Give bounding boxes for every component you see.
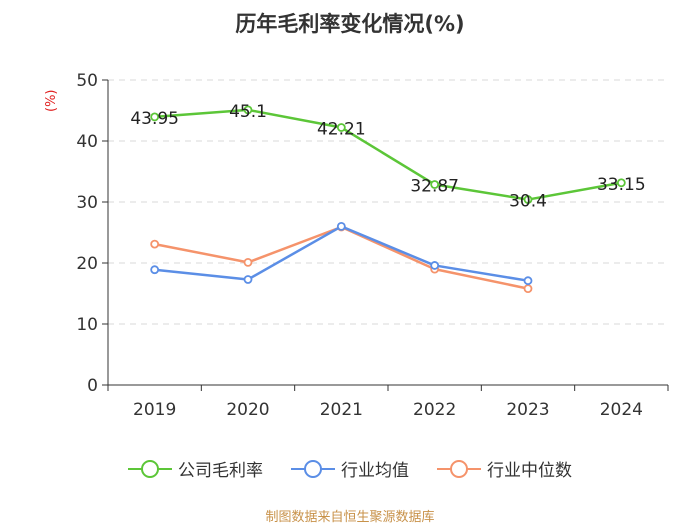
series-line xyxy=(154,225,529,290)
data-point xyxy=(243,257,253,267)
data-label: 43.95 xyxy=(130,109,179,129)
x-tick-label: 2019 xyxy=(133,400,176,420)
x-tick-label: 2020 xyxy=(226,400,269,420)
data-source-note: 制图数据来自恒生聚源数据库 xyxy=(265,510,435,525)
data-label: 32.87 xyxy=(410,176,459,196)
x-tick-label: 2021 xyxy=(320,400,363,420)
data-label: 42.21 xyxy=(317,120,366,140)
legend-marker-company-margin xyxy=(128,459,172,478)
legend: 公司毛利率 行业均值 行业中位数 xyxy=(0,456,700,481)
data-point xyxy=(616,178,626,188)
legend-label-industry-average: 行业均值 xyxy=(341,461,409,481)
data-label: 33.15 xyxy=(597,175,646,195)
data-point xyxy=(523,276,533,286)
data-point xyxy=(336,221,346,231)
legend-item-industry-median[interactable]: 行业中位数 xyxy=(437,456,572,481)
series-line xyxy=(154,225,529,282)
legend-label-industry-median: 行业中位数 xyxy=(487,461,572,481)
legend-item-industry-average[interactable]: 行业均值 xyxy=(291,456,409,481)
data-label: 45.1 xyxy=(229,102,267,122)
data-point xyxy=(523,195,533,204)
data-point xyxy=(150,239,160,249)
data-point xyxy=(150,112,160,122)
data-label: 30.4 xyxy=(509,192,547,212)
y-tick-label: 20 xyxy=(76,254,98,274)
series-line xyxy=(154,108,622,201)
legend-item-company-margin[interactable]: 公司毛利率 xyxy=(128,456,263,481)
legend-marker-industry-median xyxy=(437,459,481,478)
y-tick-label: 50 xyxy=(76,71,98,91)
x-tick-label: 2022 xyxy=(413,400,456,420)
y-tick-label: 0 xyxy=(87,376,98,396)
data-point xyxy=(150,265,160,275)
data-point xyxy=(336,123,346,132)
legend-label-company-margin: 公司毛利率 xyxy=(178,461,263,481)
chart-title: 历年毛利率变化情况(%) xyxy=(235,12,465,36)
y-tick-label: 40 xyxy=(76,132,98,152)
data-point xyxy=(523,284,533,294)
data-point xyxy=(430,261,440,270)
data-point xyxy=(243,105,253,115)
x-tick-label: 2023 xyxy=(506,400,549,420)
y-tick-label: 10 xyxy=(76,315,98,335)
data-point xyxy=(243,275,253,284)
data-point xyxy=(430,180,440,189)
legend-marker-industry-average xyxy=(291,459,335,478)
y-tick-label: 30 xyxy=(76,193,98,213)
x-tick-label: 2024 xyxy=(600,400,643,420)
